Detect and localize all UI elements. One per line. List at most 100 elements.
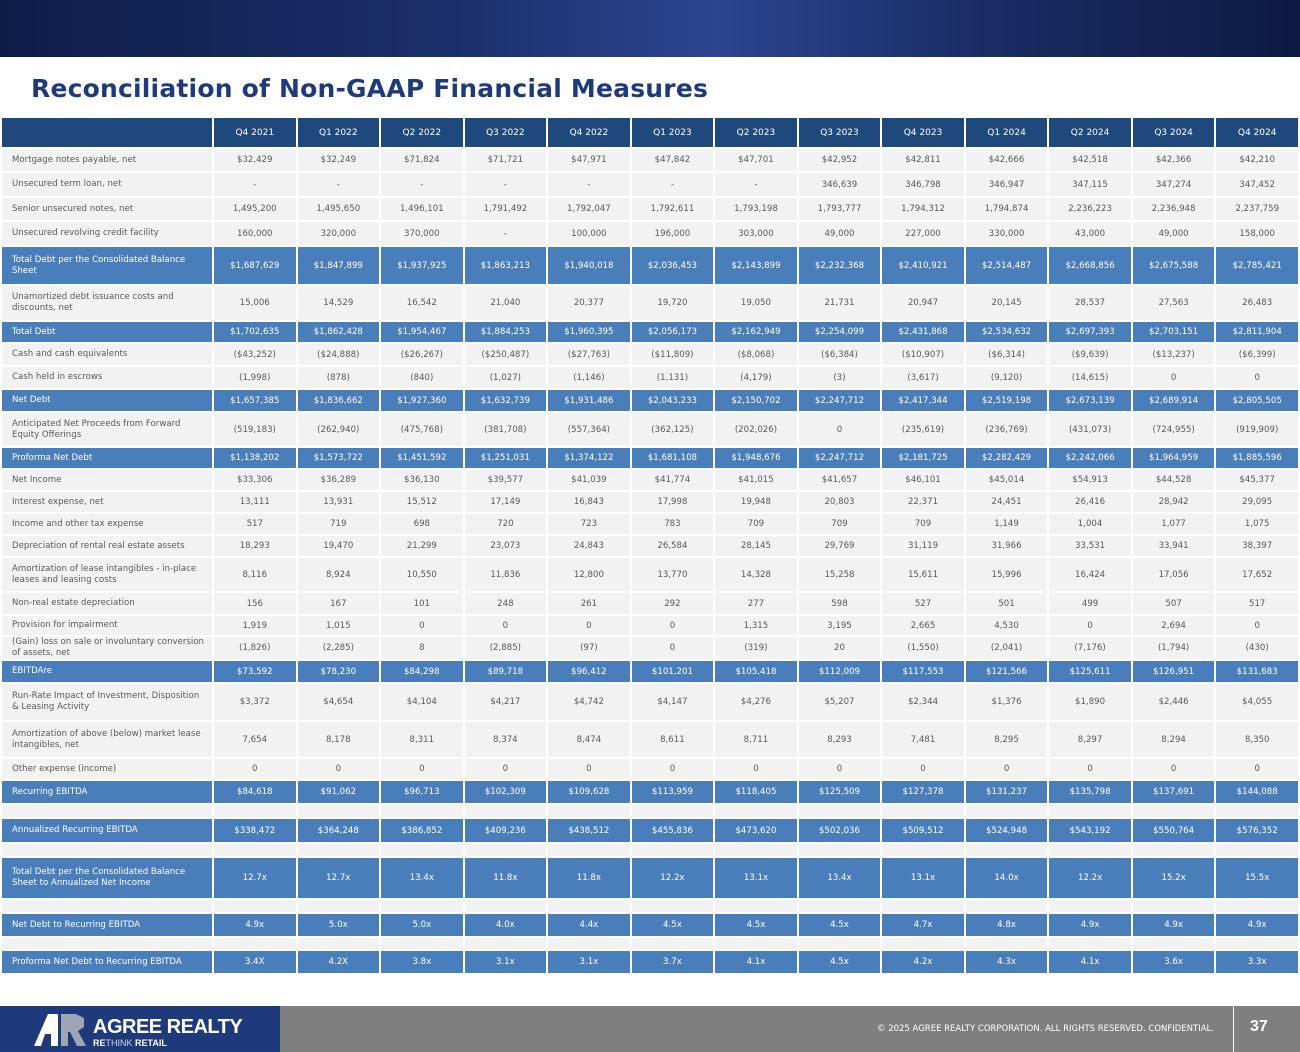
- value-cell: (878): [295, 365, 382, 390]
- value-cell: $89,718: [462, 659, 549, 684]
- value-cell: (2,285): [295, 635, 382, 661]
- spacer-cell: [880, 803, 966, 819]
- value-cell: 227,000: [880, 220, 966, 247]
- value-cell: 21,040: [462, 284, 549, 322]
- value-cell: (3,617): [880, 365, 966, 390]
- value-cell: $41,039: [546, 468, 632, 492]
- value-cell: 4.0x: [462, 912, 549, 938]
- value-cell: 8,924: [295, 556, 382, 593]
- value-cell: (9,120): [963, 365, 1050, 390]
- table-row: Unsecured revolving credit facility 160,0…: [0, 220, 1300, 247]
- logo-tagline: RETHINK RETAIL: [93, 1038, 167, 1048]
- value-cell: (236,769): [963, 411, 1050, 448]
- value-cell: $2,697,393: [1047, 320, 1133, 344]
- value-cell: $1,964,959: [1130, 446, 1217, 470]
- value-cell: 22,371: [880, 490, 966, 514]
- value-cell: (840): [379, 365, 465, 390]
- table-row: Proforma Net Debt $1,138,202 $1,573,722 $1,…: [0, 446, 1300, 470]
- table-row: Depreciation of rental real estate asset…: [0, 534, 1300, 558]
- value-cell: $1,374,122: [546, 446, 632, 470]
- spacer-cell: [629, 842, 716, 858]
- value-cell: 0: [379, 614, 465, 637]
- value-cell: 13.4x: [796, 856, 883, 900]
- value-cell: ($26,267): [379, 342, 465, 367]
- value-cell: 4.9x: [1214, 912, 1300, 938]
- value-cell: 0: [796, 411, 883, 448]
- value-cell: 346,947: [963, 171, 1050, 198]
- table-row: Income and other tax expense 517 719 698 720…: [0, 512, 1300, 536]
- value-cell: $4,217: [462, 682, 549, 722]
- value-cell: 2,236,948: [1130, 196, 1217, 222]
- value-cell: -: [713, 171, 799, 198]
- value-cell: $2,446: [1130, 682, 1217, 722]
- value-cell: $2,417,344: [880, 388, 966, 413]
- value-cell: 4.9x: [212, 912, 298, 938]
- value-cell: (1,146): [546, 365, 632, 390]
- value-cell: $1,862,428: [295, 320, 382, 344]
- value-cell: 24,843: [546, 534, 632, 558]
- value-cell: 0: [379, 757, 465, 781]
- value-cell: 303,000: [713, 220, 799, 247]
- value-cell: 49,000: [796, 220, 883, 247]
- value-cell: $131,237: [963, 779, 1050, 805]
- table-row: Total Debt $1,702,635 $1,862,428 $1,954,467…: [0, 320, 1300, 344]
- value-cell: $1,138,202: [212, 446, 298, 470]
- row-label: Unamortized debt issuance costs and disc…: [0, 284, 214, 322]
- value-cell: $1,451,592: [379, 446, 465, 470]
- spacer-cell: [880, 898, 966, 914]
- footer-divider: [1233, 1006, 1234, 1052]
- value-cell: 20,377: [546, 284, 632, 322]
- table-row: Non-real estate depreciation 156 167 101 248…: [0, 591, 1300, 616]
- row-label: Amortization of above (below) market lea…: [0, 720, 214, 759]
- value-cell: 100,000: [546, 220, 632, 247]
- value-cell: (235,619): [880, 411, 966, 448]
- value-cell: (724,955): [1130, 411, 1217, 448]
- value-cell: 33,941: [1130, 534, 1217, 558]
- spacer-cell: [713, 898, 799, 914]
- value-cell: 15,258: [796, 556, 883, 593]
- value-cell: 101: [379, 591, 465, 616]
- value-cell: 28,145: [713, 534, 799, 558]
- value-cell: 507: [1130, 591, 1217, 616]
- value-cell: 15,006: [212, 284, 298, 322]
- value-cell: 1,495,650: [295, 196, 382, 222]
- value-cell: 4.5x: [629, 912, 716, 938]
- value-cell: 3.7x: [629, 949, 716, 975]
- value-cell: $1,376: [963, 682, 1050, 722]
- spacer-row: [0, 936, 1300, 951]
- value-cell: 31,119: [880, 534, 966, 558]
- value-cell: 1,015: [295, 614, 382, 637]
- value-cell: 18,293: [212, 534, 298, 558]
- copyright-text: © 2025 AGREE REALTY CORPORATION. ALL RIG…: [877, 1024, 1214, 1034]
- value-cell: 248: [462, 591, 549, 616]
- value-cell: $2,703,151: [1130, 320, 1217, 344]
- value-cell: $1,884,253: [462, 320, 549, 344]
- value-cell: 8,350: [1214, 720, 1300, 759]
- value-cell: $71,824: [379, 147, 465, 173]
- value-cell: 0: [546, 614, 632, 637]
- value-cell: $135,798: [1047, 779, 1133, 805]
- value-cell: 8: [379, 635, 465, 661]
- value-cell: -: [546, 171, 632, 198]
- value-cell: 517: [212, 512, 298, 536]
- spacer-cell: [713, 842, 799, 858]
- row-label: (Gain) loss on sale or involuntary conve…: [0, 635, 214, 661]
- value-cell: $2,811,904: [1214, 320, 1300, 344]
- value-cell: 3.8x: [379, 949, 465, 975]
- value-cell: 1,004: [1047, 512, 1133, 536]
- value-cell: $2,410,921: [880, 245, 966, 286]
- value-cell: 13.1x: [880, 856, 966, 900]
- value-cell: 709: [713, 512, 799, 536]
- value-cell: 4.8x: [963, 912, 1050, 938]
- table-row: Recurring EBITDA $84,618 $91,062 $96,713 $10…: [0, 779, 1300, 805]
- row-label: Net Income: [0, 468, 214, 492]
- value-cell: (97): [546, 635, 632, 661]
- value-cell: 0: [880, 757, 966, 781]
- value-cell: 8,116: [212, 556, 298, 593]
- row-label: Recurring EBITDA: [0, 779, 214, 805]
- value-cell: 21,731: [796, 284, 883, 322]
- spacer-cell: [0, 936, 214, 951]
- value-cell: 723: [546, 512, 632, 536]
- value-cell: $1,847,899: [295, 245, 382, 286]
- spacer-cell: [1130, 803, 1217, 819]
